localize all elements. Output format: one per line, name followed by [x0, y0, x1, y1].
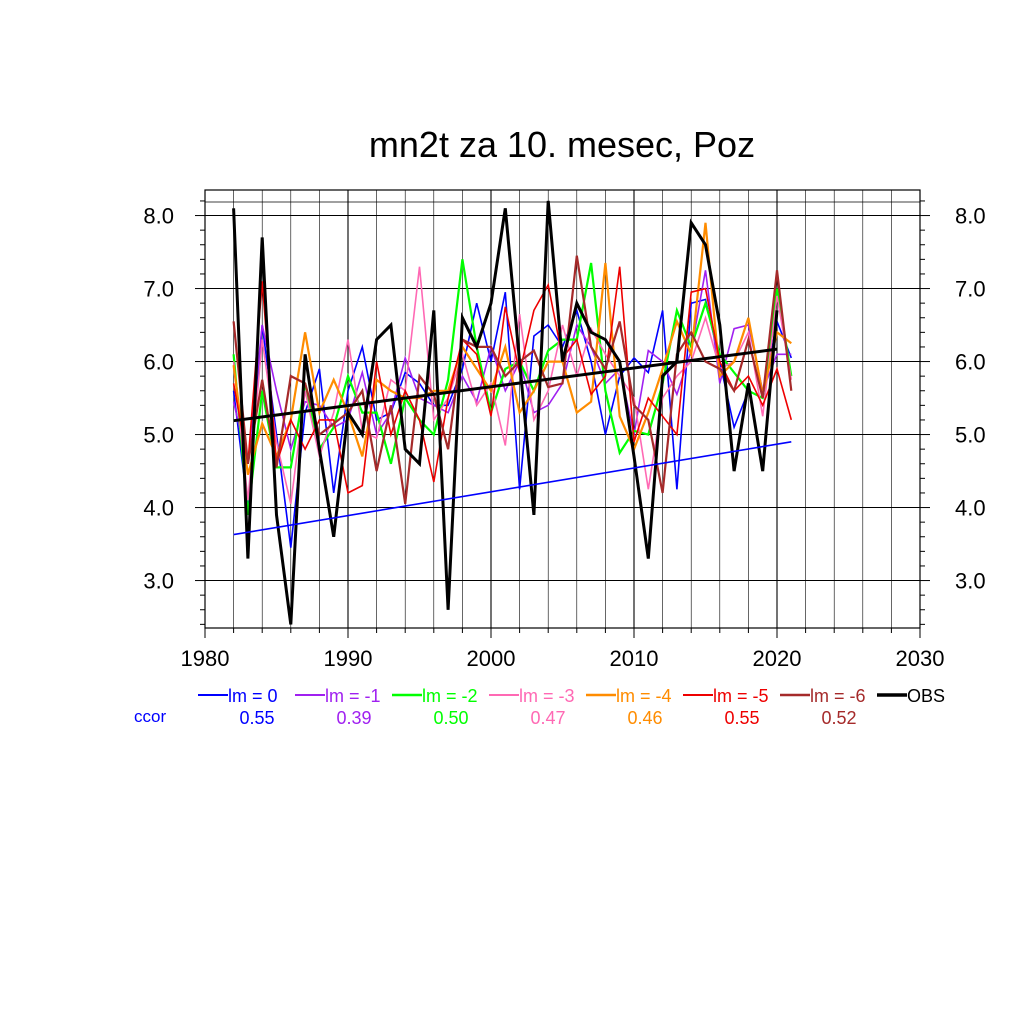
y-left-tick-label: 8.0 [143, 204, 174, 229]
legend-label-1: lm = -1 [325, 686, 381, 706]
y-left-tick-label: 7.0 [143, 277, 174, 302]
series-line-lm-0 [232, 292, 793, 548]
y-right-tick-label: 8.0 [955, 204, 986, 229]
series-line-obs [232, 200, 779, 625]
y-left-tick-label: 3.0 [143, 569, 174, 594]
y-right-tick-label: 6.0 [955, 350, 986, 375]
y-left-tick-label: 5.0 [143, 423, 174, 448]
series-layer [232, 200, 793, 625]
series-line-lm-4 [232, 222, 792, 475]
x-tick-label: 1980 [181, 646, 230, 671]
legend-label-3: lm = -3 [519, 686, 575, 706]
x-tick-label: 2020 [753, 646, 802, 671]
legend-ccor-value-2: 0.50 [433, 708, 468, 728]
series-line-lm-5 [232, 266, 793, 495]
legend-label-2: lm = -2 [422, 686, 478, 706]
legend-label-5: lm = -5 [713, 686, 769, 706]
legend-label-6: lm = -6 [810, 686, 866, 706]
obs-trend-line [233, 347, 778, 423]
legend-ccor-value-3: 0.47 [530, 708, 565, 728]
ccor-label: ccor [134, 707, 166, 726]
series-line-lm-2 [232, 259, 793, 516]
y-right-tick-label: 7.0 [955, 277, 986, 302]
series-line-lm-6 [232, 255, 793, 505]
legend-ccor-value-4: 0.46 [627, 708, 662, 728]
x-tick-label: 1990 [324, 646, 373, 671]
y-right-tick-label: 3.0 [955, 569, 986, 594]
chart-title: mn2t za 10. mesec, Poz [369, 124, 755, 165]
y-right-tick-label: 5.0 [955, 423, 986, 448]
x-tick-label: 2000 [467, 646, 516, 671]
legend-ccor-value-6: 0.52 [821, 708, 856, 728]
legend-label-7: OBS [907, 686, 945, 706]
plot-frame [204, 189, 921, 629]
legend-ccor-value-0: 0.55 [239, 708, 274, 728]
lm0-trend-line [233, 441, 792, 536]
legend-label-0: lm = 0 [228, 686, 278, 706]
y-left-tick-label: 4.0 [143, 496, 174, 521]
y-left-tick-label: 6.0 [143, 350, 174, 375]
legend-label-4: lm = -4 [616, 686, 672, 706]
x-tick-label: 2030 [896, 646, 945, 671]
y-right-tick-label: 4.0 [955, 496, 986, 521]
x-tick-label: 2010 [610, 646, 659, 671]
frame-layer [204, 189, 921, 629]
tick-layer: 1980 1990 2000 2010 2020 2030 3.0 3.0 4.0 4.0 5.0 5… [143, 200, 986, 671]
legend-ccor-value-5: 0.55 [724, 708, 759, 728]
legend-ccor-value-1: 0.39 [336, 708, 371, 728]
